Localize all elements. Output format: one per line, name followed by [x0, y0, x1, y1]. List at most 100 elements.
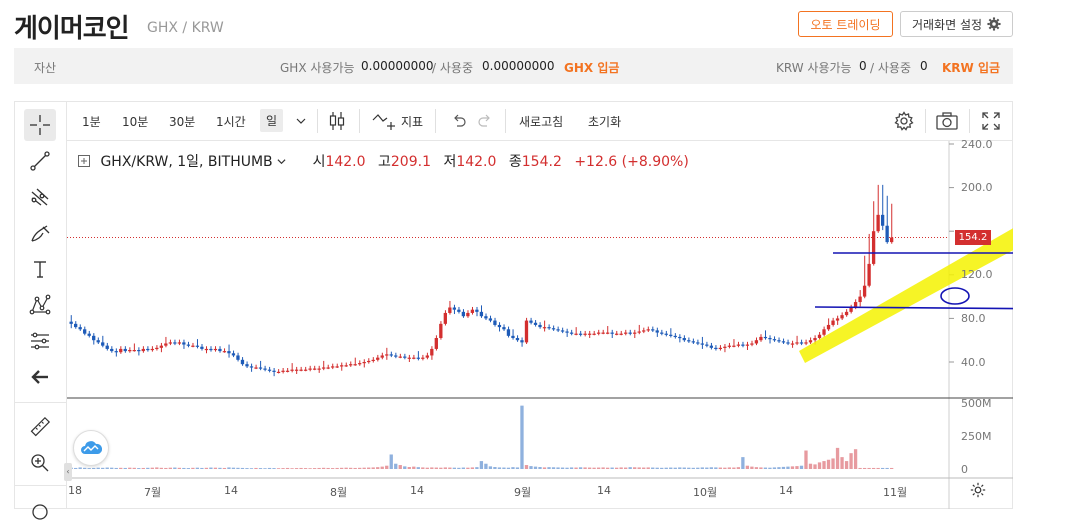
redo-icon[interactable]: [477, 114, 493, 128]
volume-bar: [862, 467, 867, 469]
candle-body: [421, 357, 425, 359]
volume-bar: [281, 468, 285, 469]
fib-tool[interactable]: [24, 325, 56, 357]
volume-bar: [439, 467, 443, 469]
volume-bar: [624, 467, 628, 469]
trend-line-tool[interactable]: [24, 145, 56, 177]
interval-1h[interactable]: 1시간: [216, 115, 246, 129]
ghx-deposit-link[interactable]: GHX 입금: [564, 61, 620, 75]
indicator-button[interactable]: 지표: [401, 115, 424, 129]
volume-bar: [132, 467, 136, 469]
candle-body: [484, 316, 488, 319]
volume-bar: [799, 465, 804, 469]
interval-1m[interactable]: 1분: [82, 115, 101, 129]
reset-button[interactable]: 초기화: [588, 115, 622, 129]
text-tool[interactable]: [24, 253, 56, 285]
candle-body: [578, 333, 583, 335]
volume-bar: [651, 467, 655, 469]
interval-day[interactable]: 일: [260, 109, 284, 132]
collapse-tab[interactable]: ‹: [64, 463, 72, 481]
volume-axis-label: 250M: [961, 430, 992, 443]
candle-body: [642, 330, 646, 332]
ghx-available-label: GHX 사용가능: [280, 61, 355, 75]
brush-tool[interactable]: [24, 217, 56, 249]
settings-gear-icon[interactable]: [894, 111, 914, 131]
zoom-tool[interactable]: [24, 447, 56, 479]
candle-body: [339, 365, 344, 367]
candle-body: [218, 348, 222, 352]
interval-30m[interactable]: 30분: [169, 115, 196, 129]
fullscreen-icon[interactable]: [982, 112, 1000, 130]
krw-deposit-link[interactable]: KRW 입금: [942, 61, 1001, 75]
volume-bar: [772, 467, 777, 469]
expand-square-icon[interactable]: [78, 155, 90, 167]
candle-body: [524, 320, 529, 343]
chevron-down-icon[interactable]: [296, 116, 306, 126]
undo-icon[interactable]: [451, 114, 467, 128]
candle-body: [551, 328, 556, 330]
volume-bar: [592, 467, 596, 469]
volume-bar: [795, 466, 799, 469]
legend-symbol[interactable]: GHX/KRW, 1일, BITHUMB: [100, 154, 273, 170]
volume-bar: [385, 465, 389, 469]
auto-trading-button[interactable]: 오토 트레이딩: [798, 11, 893, 37]
ruler-icon: [30, 416, 51, 437]
camera-icon[interactable]: [936, 112, 958, 130]
crosshair-tool[interactable]: [24, 109, 56, 141]
volume-bar: [155, 467, 159, 469]
chart-legend: GHX/KRW, 1일, BITHUMB 시142.0 고209.1 저142.…: [78, 151, 689, 171]
volume-bar: [664, 467, 668, 469]
volume-bar: [218, 467, 222, 469]
candle-body: [317, 368, 321, 370]
chevron-down-icon[interactable]: [277, 157, 286, 166]
volume-bar: [159, 467, 163, 469]
volume-bar: [263, 468, 267, 469]
candle-body: [294, 369, 299, 371]
candle-body: [754, 340, 759, 344]
volume-bar: [840, 457, 844, 469]
price-axis-label: 200.0: [961, 181, 993, 194]
volume-bar: [542, 467, 547, 469]
candle-body: [673, 335, 677, 338]
volume-bar: [285, 467, 290, 469]
candle-body: [380, 355, 384, 358]
volume-bar: [502, 467, 506, 469]
volume-bar: [705, 467, 709, 469]
volume-bar: [889, 467, 894, 469]
candle-body: [321, 367, 326, 369]
back-tool[interactable]: [24, 361, 56, 393]
volume-bar: [200, 467, 204, 469]
pitchfork-icon: [31, 188, 49, 206]
volume-bar: [826, 459, 831, 469]
pitchfork-tool[interactable]: [24, 181, 56, 213]
screen-settings-button[interactable]: 거래화면 설정: [900, 11, 1013, 37]
volume-bar: [267, 467, 272, 469]
volume-bar: [876, 467, 880, 469]
tradingview-logo[interactable]: [73, 430, 109, 466]
candle-body: [448, 307, 452, 313]
ruler-tool[interactable]: [24, 411, 56, 443]
volume-bar: [425, 467, 429, 469]
candle-body: [403, 356, 407, 358]
volume-bar: [276, 468, 281, 469]
candle-body: [745, 344, 750, 346]
volume-bar: [240, 467, 245, 469]
candle-body: [763, 336, 768, 339]
volume-bar: [587, 467, 592, 469]
legend-open-value: 142.0: [325, 154, 366, 170]
pattern-tool[interactable]: [24, 289, 56, 321]
volume-bar: [294, 468, 299, 469]
candle-body: [182, 342, 186, 345]
volume-bar: [583, 467, 587, 469]
time-axis-label: 14: [410, 484, 424, 497]
candle-body: [569, 332, 574, 334]
price-chart[interactable]: [67, 141, 1013, 509]
candlestick-icon[interactable]: [328, 110, 346, 132]
refresh-button[interactable]: 새로고침: [519, 115, 564, 129]
volume-bar: [128, 467, 132, 469]
candle-body: [236, 355, 240, 360]
axis-settings-gear-icon[interactable]: [970, 482, 986, 498]
candle-body: [538, 324, 542, 328]
interval-10m[interactable]: 10분: [122, 115, 149, 129]
magnet-tool[interactable]: [24, 493, 56, 525]
